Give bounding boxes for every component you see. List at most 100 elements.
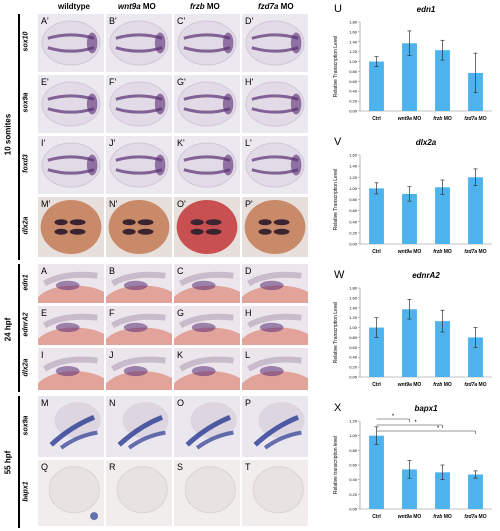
embryo-image xyxy=(106,136,172,194)
column-header-frzb: frzb MO xyxy=(190,2,220,11)
chart-y-tick-label: 0.60 xyxy=(349,463,358,468)
chart-x-tick-label: fzd7a MO xyxy=(464,249,486,255)
embryo-image xyxy=(106,264,172,303)
chart-panel-letter: X xyxy=(334,402,342,414)
embryo-image xyxy=(174,14,240,72)
image-panel: L xyxy=(242,348,308,390)
chart-y-tick-label: 0.00 xyxy=(349,375,358,380)
embryo-image xyxy=(174,348,240,390)
chart-x-tick-label: Ctrl xyxy=(372,249,381,255)
image-panel: K xyxy=(174,348,240,390)
chart-bar xyxy=(402,43,417,112)
chart-y-tick-label: 1.00 xyxy=(349,59,358,64)
chart-y-tick-label: 0.80 xyxy=(349,448,358,453)
chart-y-tick-label: 1.00 xyxy=(349,325,358,330)
image-panel: P' xyxy=(242,197,308,257)
chart-x-tick-label: frzb MO xyxy=(433,116,452,122)
panel-letter: D' xyxy=(245,16,254,26)
panel-letter: B' xyxy=(109,16,117,26)
embryo-image xyxy=(174,264,240,303)
chart-y-tick-label: 0.40 xyxy=(349,89,358,94)
embryo-image xyxy=(242,348,308,390)
embryo-image xyxy=(38,396,104,457)
row-label-ednrA2: ednrA2 xyxy=(22,311,30,337)
image-panel: H xyxy=(242,306,308,345)
group-bracket-10-somites xyxy=(18,14,20,260)
column-header-text: wildtype xyxy=(58,2,91,11)
panel-letter: F' xyxy=(109,77,117,87)
image-panel: R xyxy=(106,460,172,526)
image-panel: J' xyxy=(106,136,172,194)
embryo-image xyxy=(242,75,308,133)
column-suffix-text: MO xyxy=(278,2,294,11)
image-panel: J xyxy=(106,348,172,390)
embryo-image xyxy=(174,75,240,133)
chart-y-tick-label: 0.60 xyxy=(349,208,358,213)
chart-bar xyxy=(468,474,483,509)
chart-ylabel: Relative transcription level xyxy=(333,436,339,494)
chart-title: ednrA2 xyxy=(412,271,440,280)
chart-bar xyxy=(468,177,483,244)
chart-bar xyxy=(402,469,417,509)
embryo-image xyxy=(106,396,172,457)
panel-letter: T xyxy=(245,462,251,472)
panel-letter: E' xyxy=(41,77,49,87)
panel-letter: H' xyxy=(245,77,254,87)
embryo-image xyxy=(106,14,172,72)
embryo-image xyxy=(106,75,172,133)
embryo-image xyxy=(38,197,104,257)
image-panel: M' xyxy=(38,197,104,257)
image-panel: P xyxy=(242,396,308,457)
chart-panel-letter: W xyxy=(334,269,345,281)
row-label-foxd3: foxd3 xyxy=(22,154,30,173)
chart-x-tick-label: fzd7a MO xyxy=(464,116,486,122)
image-panel: E' xyxy=(38,75,104,133)
embryo-image xyxy=(242,14,308,72)
chart-y-tick-label: 1.40 xyxy=(349,305,358,310)
embryo-image xyxy=(38,75,104,133)
embryo-image xyxy=(242,197,308,257)
chart-bar xyxy=(468,337,483,377)
panel-letter: S xyxy=(177,462,184,472)
group-bracket-24-hpf xyxy=(18,264,20,392)
row-label-edn1: edn1 xyxy=(22,273,30,291)
image-panel: A xyxy=(38,264,104,303)
column-gene-text: frzb xyxy=(190,2,205,11)
chart-y-tick-label: 0.20 xyxy=(349,99,358,104)
chart-y-tick-label: 0.20 xyxy=(349,492,358,497)
image-panel: C xyxy=(174,264,240,303)
embryo-image xyxy=(174,306,240,345)
group-label-10-somites: 10 somites xyxy=(3,113,13,156)
chart-bar xyxy=(369,435,384,509)
chart-x-tick-label: frzb MO xyxy=(433,249,452,255)
chart-y-tick-label: 0.00 xyxy=(349,242,358,247)
image-panel: G' xyxy=(174,75,240,133)
image-panel: F xyxy=(106,306,172,345)
panel-letter: K xyxy=(177,350,184,360)
image-panel: H' xyxy=(242,75,308,133)
chart-bar xyxy=(402,309,417,377)
image-panel: S xyxy=(174,460,240,526)
image-panel: I' xyxy=(38,136,104,194)
row-label-sox9a: sox9a xyxy=(22,92,30,113)
chart-x-tick-label: fzd7a MO xyxy=(464,514,486,520)
chart-title: bapx1 xyxy=(414,404,438,413)
chart-y-tick-label: 1.60 xyxy=(349,295,358,300)
embryo-image xyxy=(106,460,172,526)
panel-letter: A' xyxy=(41,16,49,26)
chart-bar xyxy=(435,321,450,377)
panel-letter: O' xyxy=(177,199,186,209)
chart-y-tick-label: 0.40 xyxy=(349,355,358,360)
panel-letter: J' xyxy=(109,138,116,148)
column-header-fzd7a: fzd7a MO xyxy=(258,2,294,11)
chart-x-tick-label: wnt9a MO xyxy=(398,514,422,520)
panel-letter: N' xyxy=(109,199,118,209)
chart-panel-letter: U xyxy=(334,3,342,15)
panel-letter: O xyxy=(177,398,185,408)
column-suffix-text: MO xyxy=(140,2,156,11)
embryo-image xyxy=(106,348,172,390)
